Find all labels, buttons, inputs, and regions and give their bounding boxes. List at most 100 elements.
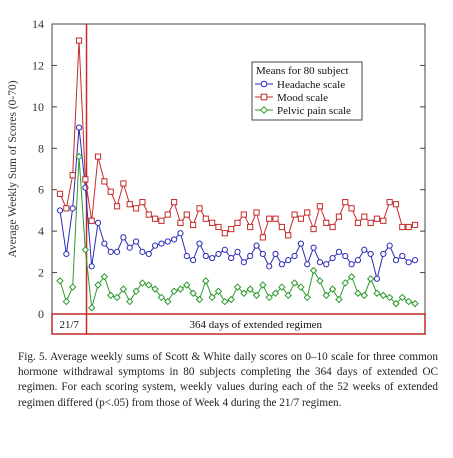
- data-point-square: [126, 201, 133, 208]
- data-point-diamond: [126, 297, 134, 306]
- data-point-diamond: [87, 304, 96, 312]
- data-point-circle: [75, 124, 83, 131]
- data-point-circle: [151, 242, 159, 249]
- data-point-square: [380, 217, 387, 224]
- data-point-square: [399, 223, 406, 231]
- data-point-circle: [177, 230, 184, 237]
- data-point-circle: [120, 234, 127, 241]
- line-chart: 0 2 4 6 8 10 12 14 Average Weekly Sum of Scores …: [7, 17, 426, 335]
- data-point-square: [82, 176, 89, 183]
- data-point-square: [88, 217, 95, 224]
- data-point-diamond: [404, 297, 413, 306]
- series-line: [59, 127, 416, 279]
- data-point-square: [101, 178, 108, 185]
- data-point-square: [228, 225, 235, 233]
- data-point-circle: [132, 238, 140, 245]
- data-point-square: [177, 219, 184, 226]
- data-point-square: [171, 199, 178, 206]
- data-point-diamond: [240, 289, 248, 297]
- data-point-square: [392, 201, 400, 208]
- data-point-diamond: [265, 293, 273, 302]
- y-tick-label: 14: [32, 17, 44, 31]
- data-point-diamond: [278, 283, 286, 291]
- data-point-circle: [202, 252, 209, 260]
- data-point-circle: [399, 252, 406, 260]
- data-point-square: [361, 213, 368, 220]
- data-point-diamond: [303, 293, 311, 302]
- y-tick-label: 10: [32, 100, 44, 114]
- data-point-circle: [215, 250, 222, 258]
- data-point-diamond: [132, 287, 140, 295]
- data-point-square: [323, 219, 330, 226]
- data-point-square: [107, 188, 114, 195]
- data-point-diamond: [392, 299, 400, 308]
- data-point-circle: [386, 242, 393, 249]
- data-point-square: [145, 211, 152, 218]
- data-point-circle: [291, 252, 298, 260]
- data-point-diamond: [227, 295, 235, 304]
- data-point-circle: [94, 219, 102, 226]
- data-point-circle: [266, 263, 273, 270]
- data-point-diamond: [176, 285, 185, 293]
- data-point-square: [94, 153, 102, 160]
- data-point-square: [297, 215, 304, 222]
- data-point-square: [139, 199, 146, 206]
- data-point-square: [56, 190, 64, 197]
- data-point-circle: [209, 254, 216, 262]
- data-point-diamond: [202, 277, 210, 285]
- data-point-circle: [285, 257, 292, 264]
- data-point-square: [266, 215, 273, 222]
- data-point-circle: [310, 244, 317, 251]
- data-point-circle: [329, 254, 336, 262]
- data-point-square: [278, 223, 285, 231]
- data-point-diamond: [341, 279, 349, 287]
- data-point-circle: [297, 240, 304, 247]
- data-point-circle: [139, 248, 146, 255]
- data-point-square: [329, 223, 336, 231]
- data-point-square: [202, 215, 209, 222]
- data-point-square: [291, 211, 298, 218]
- data-point-square: [120, 180, 127, 187]
- data-point-circle: [107, 248, 114, 255]
- legend-marker-circle: [260, 80, 268, 88]
- data-point-square: [215, 223, 222, 231]
- y-tick-label: 0: [38, 307, 44, 321]
- data-point-circle: [361, 246, 368, 253]
- y-tick-label: 2: [38, 266, 44, 280]
- data-point-circle: [69, 205, 76, 212]
- data-point-square: [316, 203, 324, 210]
- data-point-circle: [228, 254, 235, 262]
- data-point-diamond: [100, 273, 109, 281]
- y-tick-label: 6: [38, 183, 44, 197]
- data-point-diamond: [164, 297, 172, 306]
- data-point-diamond: [271, 289, 280, 297]
- data-point-square: [310, 225, 317, 233]
- data-point-diamond: [354, 289, 362, 297]
- data-point-circle: [145, 250, 152, 258]
- data-point-diamond: [252, 291, 261, 300]
- data-point-diamond: [259, 281, 267, 289]
- data-point-circle: [164, 238, 171, 245]
- data-point-circle: [373, 275, 381, 282]
- data-point-square: [304, 209, 311, 216]
- data-point-circle: [335, 248, 343, 255]
- data-point-circle: [240, 259, 247, 266]
- data-point-diamond: [347, 273, 356, 281]
- data-point-square: [386, 199, 393, 206]
- data-point-square: [158, 217, 165, 224]
- data-point-diamond: [360, 291, 368, 300]
- data-point-diamond: [385, 293, 394, 302]
- phase-band: [51, 313, 426, 335]
- data-point-square: [405, 223, 412, 231]
- data-point-circle: [392, 257, 400, 264]
- data-point-square: [253, 209, 260, 216]
- data-point-square: [190, 221, 197, 229]
- data-point-diamond: [138, 279, 147, 287]
- y-axis: 0 2 4 6 8 10 12 14 Average Weekly Sum of Scores …: [7, 17, 425, 321]
- legend-entry-label: Headache scale: [277, 79, 345, 91]
- data-point-square: [183, 211, 190, 218]
- data-point-diamond: [68, 283, 77, 291]
- y-axis-label: Average Weekly Sum of Scores (0-70): [7, 80, 19, 257]
- data-point-diamond: [284, 291, 292, 300]
- data-point-square: [373, 215, 381, 222]
